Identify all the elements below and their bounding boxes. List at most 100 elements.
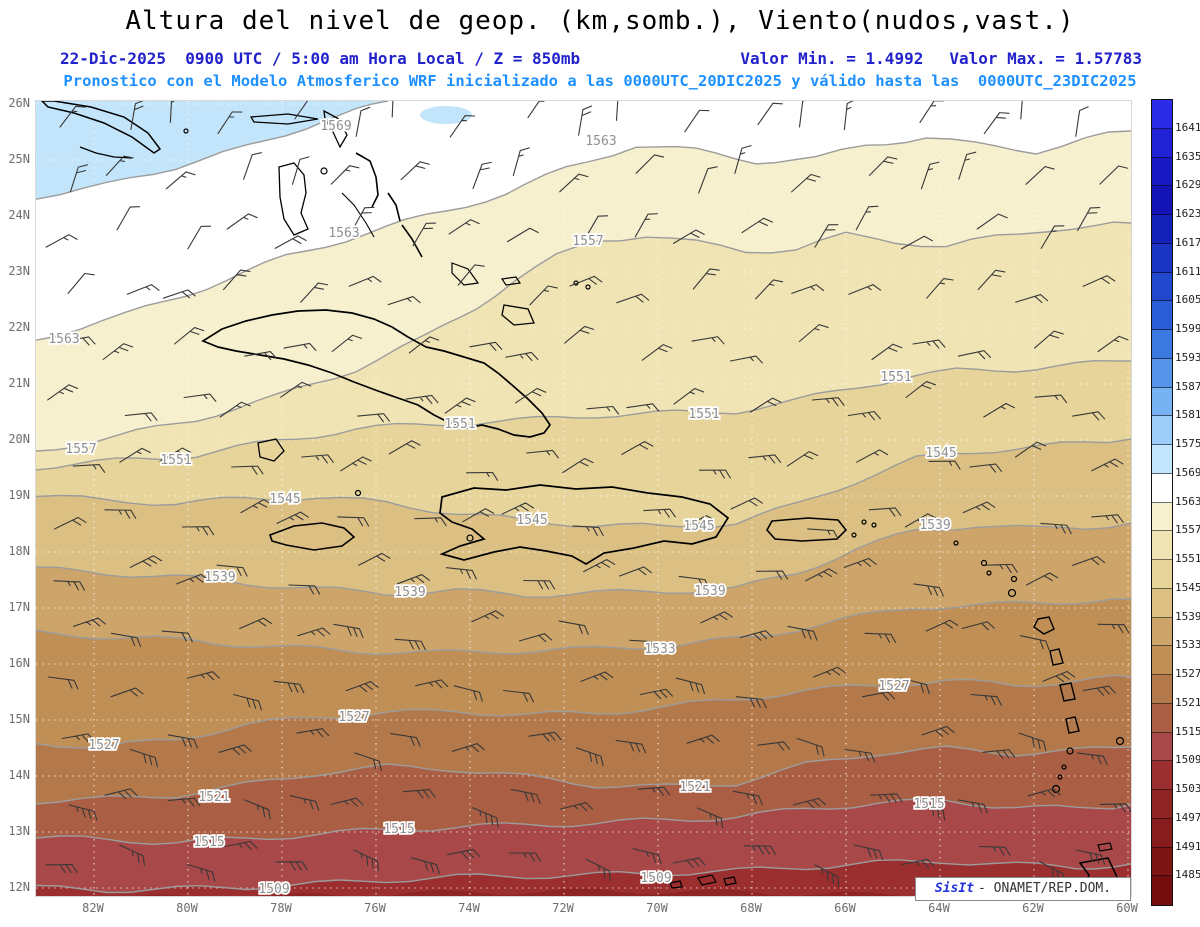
wind-barbs [45, 101, 1131, 887]
wind-barb-glyph [1072, 556, 1106, 566]
wind-barb-glyph [330, 797, 364, 807]
wind-barb-glyph [1034, 394, 1068, 404]
wind-barb-glyph [560, 802, 594, 812]
wind-barb [807, 528, 839, 540]
wind-barb [457, 264, 485, 286]
contour-line-1569 [36, 101, 389, 200]
wind-barb-glyph [615, 101, 628, 121]
colorbar-label: 1629 [1175, 178, 1200, 192]
wind-barb [445, 567, 477, 580]
colorbar-label: 1641 [1175, 120, 1200, 134]
wind-barb-glyph [1018, 732, 1047, 752]
island-dot [1066, 747, 1074, 755]
wind-barb [569, 275, 603, 287]
wind-barb [1082, 685, 1116, 696]
colorbar [1151, 99, 1173, 906]
colorbar-label: 1605 [1175, 293, 1200, 307]
wind-barb [469, 341, 503, 351]
wind-barb-glyph [274, 235, 307, 249]
wind-barb [102, 343, 134, 361]
wind-barb [1077, 206, 1101, 232]
wind-barb [962, 501, 996, 514]
wind-barb [353, 849, 380, 872]
wind-barb [274, 235, 307, 249]
contour-label: 1527 [338, 710, 369, 725]
wind-barb-glyph [119, 844, 145, 866]
wind-barb [340, 456, 372, 472]
wind-barb-glyph [514, 387, 547, 404]
wind-barb [1015, 294, 1049, 304]
wind-barb [732, 790, 763, 806]
wind-barb-glyph [918, 799, 946, 821]
wind-barb-glyph [505, 351, 539, 362]
wind-barb-glyph [300, 282, 329, 303]
wind-barb [1072, 556, 1106, 566]
wind-barb [961, 621, 995, 631]
wind-barb [61, 733, 95, 743]
wind-barb-glyph [739, 630, 773, 641]
contour-label: 1563 [585, 134, 616, 149]
wind-barb-glyph [222, 269, 251, 291]
wind-barb [572, 525, 604, 537]
wind-barb [297, 627, 331, 637]
wind-barb [672, 229, 705, 244]
wind-barb-glyph [558, 620, 589, 635]
wind-barb-glyph [696, 807, 724, 829]
wind-barb-glyph [814, 224, 839, 248]
wind-barb-glyph [301, 454, 334, 464]
wind-barb [1034, 394, 1068, 404]
wind-barb-glyph [641, 344, 673, 361]
contour-label: 1557 [65, 442, 96, 457]
contour-line-1533 [36, 598, 1131, 656]
wind-barb [678, 575, 710, 589]
wind-barb-glyph [977, 269, 1006, 291]
wind-barb [634, 213, 658, 238]
wind-barb [218, 744, 252, 756]
wind-barb-glyph [743, 845, 776, 855]
wind-barb-glyph [276, 511, 309, 524]
wind-barb-glyph [1076, 752, 1108, 766]
colorbar-segment [1152, 818, 1172, 848]
wind-barb-glyph [575, 747, 604, 766]
wind-barb-glyph [861, 691, 895, 701]
lon-label: 60W [1116, 901, 1138, 915]
colorbar-segment [1152, 703, 1172, 733]
contour-label: 1509 [640, 871, 671, 886]
wind-barb-glyph [683, 514, 716, 530]
wind-barb [787, 625, 818, 641]
wind-barb-glyph [471, 610, 505, 623]
wind-barb-glyph [472, 161, 492, 190]
wind-barb-glyph [637, 786, 671, 796]
wind-barb-glyph [345, 681, 379, 693]
wind-barb-glyph [562, 458, 594, 474]
wind-barb [390, 733, 421, 747]
wind-barb [616, 293, 650, 304]
colorbar-segment [1152, 387, 1172, 417]
wind-barb-glyph [53, 580, 86, 591]
wind-barb-glyph [67, 272, 95, 294]
wind-barb-glyph [1091, 514, 1124, 524]
coastline [1033, 616, 1055, 635]
wind-barb [811, 397, 845, 407]
wind-barb-glyph [528, 731, 562, 742]
wind-barb [843, 557, 877, 568]
wind-barb-glyph [792, 797, 827, 809]
wind-barb [358, 552, 391, 566]
lon-label: 74W [458, 901, 480, 915]
wind-barb-glyph [527, 101, 553, 119]
wind-barb [243, 152, 262, 180]
lat-label: 21N [8, 376, 30, 390]
wind-barb [1040, 225, 1065, 249]
wind-barb [1097, 623, 1130, 634]
wind-barb [639, 688, 673, 700]
wind-barb-glyph [749, 397, 782, 413]
wind-barb [868, 507, 902, 517]
wind-barb-glyph [126, 284, 160, 295]
wind-barb [619, 566, 652, 577]
wind-barb-glyph [224, 840, 258, 850]
coastline [268, 522, 356, 551]
wind-barb-glyph [559, 173, 589, 193]
wind-barb-glyph [843, 101, 857, 130]
wind-barb [928, 460, 961, 470]
wind-barb [798, 324, 829, 343]
